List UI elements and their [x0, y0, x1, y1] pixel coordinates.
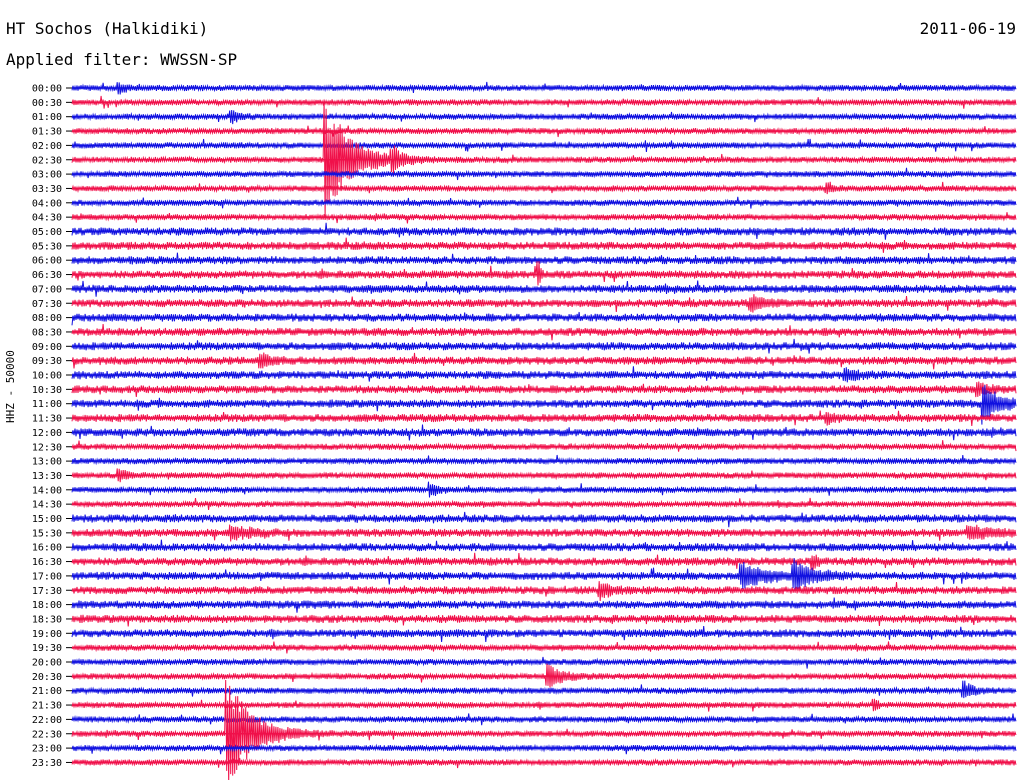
- row-time-label: 21:30: [32, 701, 62, 712]
- applied-filter: Applied filter: WWSSN-SP: [6, 50, 238, 69]
- row-time-label: 07:00: [32, 284, 62, 295]
- row-time-label: 20:30: [32, 672, 62, 683]
- trace-row-0400: [71, 196, 1017, 209]
- trace-row-1530: [71, 524, 1017, 542]
- row-time-label: 11:00: [32, 399, 62, 410]
- row-time-label: 19:30: [32, 643, 62, 654]
- trace-row-1700: [71, 558, 1017, 592]
- trace-row-1500: [71, 511, 1017, 528]
- row-time-label: 04:30: [32, 213, 62, 224]
- trace-row-0030: [71, 95, 1017, 109]
- row-time-label: 22:00: [32, 715, 62, 726]
- row-time-label: 09:00: [32, 342, 62, 353]
- row-time-label: 05:30: [32, 241, 62, 252]
- row-time-label: 06:30: [32, 270, 62, 281]
- row-time-label: 08:30: [32, 327, 62, 338]
- row-time-label: 18:00: [32, 600, 62, 611]
- row-time-label: 15:00: [32, 514, 62, 525]
- row-time-label: 02:30: [32, 155, 62, 166]
- row-time-label: 13:00: [32, 457, 62, 468]
- row-time-label: 14:30: [32, 500, 62, 511]
- row-time-label: 18:30: [32, 614, 62, 625]
- trace-row-1830: [71, 614, 1017, 627]
- row-time-label: 04:00: [32, 198, 62, 209]
- row-time-label: 00:30: [32, 98, 62, 109]
- trace-row-1300: [71, 454, 1017, 466]
- row-time-label: 16:30: [32, 557, 62, 568]
- row-time-label: 16:00: [32, 543, 62, 554]
- row-time-label: 21:00: [32, 686, 62, 697]
- row-time-label: 17:00: [32, 571, 62, 582]
- trace-row-0730: [71, 294, 1017, 313]
- row-time-label: 01:30: [32, 127, 62, 138]
- row-time-label: 14:00: [32, 485, 62, 496]
- row-time-label: 20:00: [32, 658, 62, 669]
- trace-row-0800: [71, 311, 1017, 326]
- row-time-label: 03:00: [32, 170, 62, 181]
- trace-row-0100: [71, 109, 1017, 125]
- row-time-label: 06:00: [32, 256, 62, 267]
- trace-row-1600: [71, 539, 1017, 552]
- trace-row-0630: [71, 261, 1017, 286]
- row-time-label: 23:30: [32, 758, 62, 769]
- row-time-label: 02:00: [32, 141, 62, 152]
- row-time-label: 00:00: [32, 84, 62, 95]
- row-time-label: 19:00: [32, 629, 62, 640]
- record-date: 2011-06-19: [919, 19, 1016, 38]
- trace-row-1730: [71, 581, 1017, 602]
- trace-row-0530: [71, 237, 1017, 253]
- row-time-label: 03:30: [32, 184, 62, 195]
- row-time-label: 10:00: [32, 371, 62, 382]
- row-time-label: 10:30: [32, 385, 62, 396]
- row-time-label: 17:30: [32, 586, 62, 597]
- row-time-label: 07:30: [32, 299, 62, 310]
- row-time-label: 12:30: [32, 442, 62, 453]
- trace-row-2100: [71, 680, 1017, 699]
- trace-row-0930: [71, 352, 1017, 370]
- trace-row-1800: [71, 597, 1017, 613]
- row-time-label: 11:30: [32, 414, 62, 425]
- row-time-label: 22:30: [32, 729, 62, 740]
- station-name: HT Sochos (Halkidiki): [6, 19, 209, 38]
- trace-row-2230: [71, 679, 1017, 780]
- row-time-label: 12:00: [32, 428, 62, 439]
- row-time-label: 13:30: [32, 471, 62, 482]
- row-time-label: 15:30: [32, 528, 62, 539]
- row-time-label: 23:00: [32, 744, 62, 755]
- row-time-label: 08:00: [32, 313, 62, 324]
- row-time-label: 01:00: [32, 112, 62, 123]
- trace-row-2300: [71, 743, 1017, 755]
- trace-row-0600: [71, 252, 1017, 265]
- row-time-label: 09:30: [32, 356, 62, 367]
- row-time-label: 05:00: [32, 227, 62, 238]
